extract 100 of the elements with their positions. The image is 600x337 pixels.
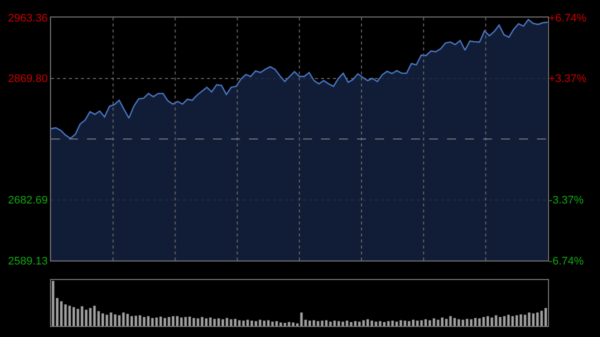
bar (176, 316, 179, 326)
bar (118, 315, 121, 326)
bar (516, 315, 518, 326)
bar (217, 318, 220, 326)
bar (490, 318, 494, 326)
bar (130, 316, 133, 326)
bar (184, 317, 187, 326)
bar (126, 314, 129, 326)
bar (416, 320, 419, 326)
bar (102, 313, 104, 326)
bar (312, 320, 316, 326)
bar (498, 317, 502, 326)
bar (258, 320, 262, 326)
bar (242, 320, 245, 326)
bar (288, 322, 290, 326)
bar (474, 318, 477, 326)
bar (325, 320, 328, 326)
bar (428, 320, 432, 326)
bar (213, 318, 216, 326)
bar (284, 322, 286, 326)
bar (151, 318, 154, 326)
bar (180, 318, 183, 326)
bar (424, 319, 427, 326)
bar (358, 322, 361, 326)
bar (445, 318, 448, 326)
bar (196, 318, 200, 326)
bar (106, 314, 108, 326)
bar (482, 317, 485, 326)
bar (362, 320, 365, 326)
y-tick-label: 2589.13 (8, 255, 48, 268)
bar (383, 322, 386, 326)
bar (134, 316, 138, 326)
bar (544, 308, 547, 326)
bar (329, 322, 332, 326)
bar (528, 312, 530, 326)
bar (304, 320, 307, 326)
bar (52, 280, 54, 326)
bar (333, 320, 336, 326)
bar (172, 316, 174, 326)
bar (337, 321, 340, 326)
bar (262, 320, 266, 326)
bar (250, 320, 254, 326)
y-tick-label: 2963.36 (8, 12, 48, 25)
bar (155, 318, 158, 326)
bar (275, 321, 278, 326)
bar (486, 316, 490, 326)
bar (84, 310, 88, 326)
bar (164, 318, 166, 326)
bar (68, 306, 71, 326)
bar (511, 316, 514, 326)
bar (354, 321, 357, 326)
y-tick-label: 2682.69 (8, 194, 48, 207)
bar (97, 311, 100, 326)
bar (395, 322, 398, 326)
bar (387, 321, 390, 326)
bar (209, 318, 212, 326)
bar (147, 316, 150, 326)
y-tick-label: 2869.80 (8, 73, 48, 86)
bar (532, 313, 535, 326)
bar (391, 320, 394, 326)
bar (80, 306, 84, 326)
bar (436, 320, 440, 326)
bar (536, 312, 539, 326)
bar (76, 308, 80, 326)
bar (159, 316, 162, 326)
bar (412, 320, 414, 326)
bar (138, 315, 142, 326)
bar (540, 310, 543, 326)
bar (292, 322, 294, 326)
bar (494, 315, 498, 326)
bar (470, 319, 472, 326)
bar (453, 318, 456, 326)
bar (114, 314, 116, 326)
y2-tick-label: +6.74% (548, 12, 587, 25)
bar (342, 322, 344, 326)
bar (205, 318, 208, 326)
bar (440, 318, 444, 326)
bar (503, 316, 506, 326)
bar (408, 321, 410, 326)
bar (122, 312, 125, 326)
bar (466, 318, 468, 326)
bar (378, 321, 382, 326)
bar (300, 312, 303, 326)
bar (366, 319, 369, 326)
bar (370, 320, 374, 326)
bar (246, 320, 249, 326)
bar (400, 320, 402, 326)
bar (230, 319, 232, 326)
y2-tick-label: -6.74% (548, 255, 584, 268)
bar (192, 318, 196, 326)
bar (142, 317, 146, 326)
bar (110, 312, 112, 326)
bar (93, 306, 96, 326)
bar (254, 321, 258, 326)
bar (60, 301, 63, 326)
bar (267, 320, 270, 326)
bar (350, 322, 352, 326)
bar (188, 316, 191, 326)
y2-tick-label: +3.37% (548, 73, 587, 86)
y2-tick-label: -3.37% (548, 194, 584, 207)
